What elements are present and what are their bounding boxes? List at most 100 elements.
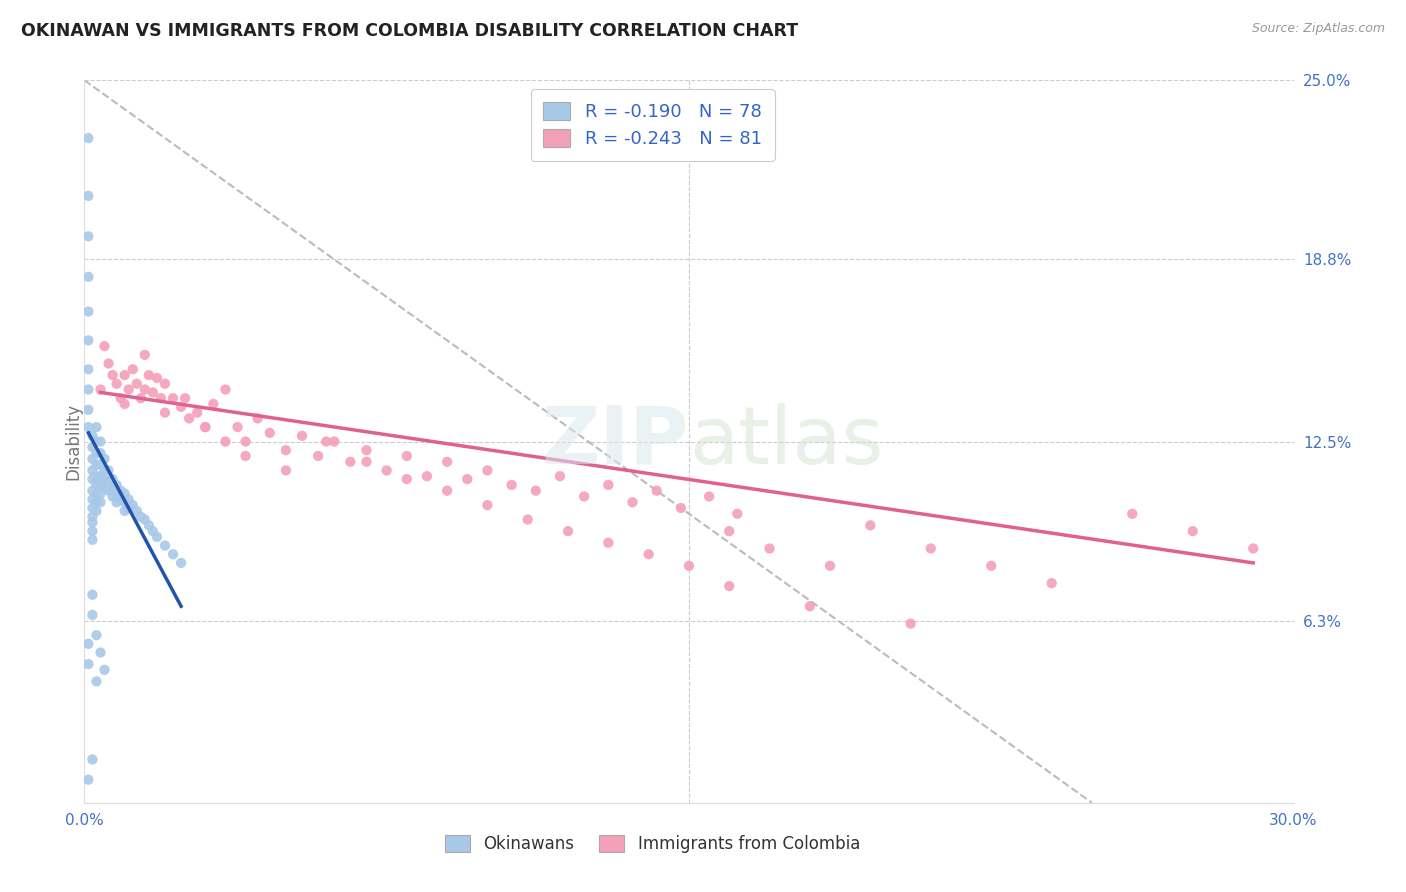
Point: [77, 772, 100, 787]
Point: [146, 530, 169, 544]
Point: [82, 501, 104, 516]
Point: [1121, 507, 1143, 521]
Point: [291, 429, 314, 443]
Point: [86, 486, 108, 500]
Point: [214, 434, 236, 449]
Point: [477, 463, 499, 477]
Point: [235, 449, 257, 463]
Point: [598, 535, 620, 549]
Point: [1241, 541, 1264, 556]
Point: [110, 492, 132, 507]
Point: [82, 752, 104, 766]
Point: [82, 607, 104, 622]
Point: [93, 451, 115, 466]
Point: [89, 446, 111, 460]
Point: [678, 558, 700, 573]
Point: [86, 504, 108, 518]
Point: [339, 455, 361, 469]
Point: [121, 498, 143, 512]
Point: [77, 334, 100, 348]
Point: [153, 376, 176, 391]
Point: [274, 463, 297, 477]
Point: [89, 469, 111, 483]
Point: [170, 400, 193, 414]
Point: [186, 406, 208, 420]
Point: [146, 371, 169, 385]
Point: [323, 434, 346, 449]
Point: [93, 463, 115, 477]
Point: [645, 483, 668, 498]
Point: [598, 478, 620, 492]
Point: [718, 524, 741, 538]
Point: [548, 469, 571, 483]
Point: [93, 339, 115, 353]
Point: [93, 481, 115, 495]
Point: [697, 490, 720, 504]
Point: [900, 616, 922, 631]
Point: [101, 490, 124, 504]
Point: [572, 490, 595, 504]
Point: [77, 637, 100, 651]
Point: [101, 368, 124, 382]
Point: [82, 524, 104, 538]
Point: [718, 579, 741, 593]
Point: [501, 478, 523, 492]
Point: [110, 483, 132, 498]
Point: [235, 434, 257, 449]
Point: [77, 304, 100, 318]
Point: [153, 406, 176, 420]
Point: [134, 512, 156, 526]
Point: [621, 495, 644, 509]
Point: [89, 434, 111, 449]
Point: [77, 657, 100, 671]
Point: [86, 469, 108, 483]
Point: [859, 518, 882, 533]
Point: [82, 463, 104, 477]
Point: [125, 376, 148, 391]
Point: [202, 397, 225, 411]
Point: [226, 420, 249, 434]
Point: [82, 483, 104, 498]
Point: [395, 449, 418, 463]
Point: [86, 495, 108, 509]
Point: [637, 547, 659, 561]
Point: [97, 475, 120, 489]
Point: [77, 383, 100, 397]
Point: [77, 189, 100, 203]
Point: [89, 646, 111, 660]
Point: [557, 524, 579, 538]
Point: [86, 628, 108, 642]
Point: [89, 458, 111, 472]
Point: [82, 588, 104, 602]
Point: [356, 455, 378, 469]
Point: [89, 495, 111, 509]
Point: [1040, 576, 1063, 591]
Point: [110, 391, 132, 405]
Point: [82, 472, 104, 486]
Point: [162, 391, 184, 405]
Point: [82, 533, 104, 547]
Point: [86, 420, 108, 434]
Point: [375, 463, 398, 477]
Point: [101, 472, 124, 486]
Point: [86, 674, 108, 689]
Point: [395, 472, 418, 486]
Point: [246, 411, 269, 425]
Point: [93, 472, 115, 486]
Point: [114, 397, 136, 411]
Point: [179, 411, 201, 425]
Point: [82, 516, 104, 530]
Point: [101, 481, 124, 495]
Point: [980, 558, 1002, 573]
Point: [82, 492, 104, 507]
Point: [436, 455, 458, 469]
Point: [82, 509, 104, 524]
Point: [89, 478, 111, 492]
Point: [162, 547, 184, 561]
Point: [1181, 524, 1204, 538]
Point: [138, 518, 160, 533]
Point: [516, 512, 538, 526]
Text: atlas: atlas: [689, 402, 883, 481]
Point: [114, 495, 136, 509]
Point: [436, 483, 458, 498]
